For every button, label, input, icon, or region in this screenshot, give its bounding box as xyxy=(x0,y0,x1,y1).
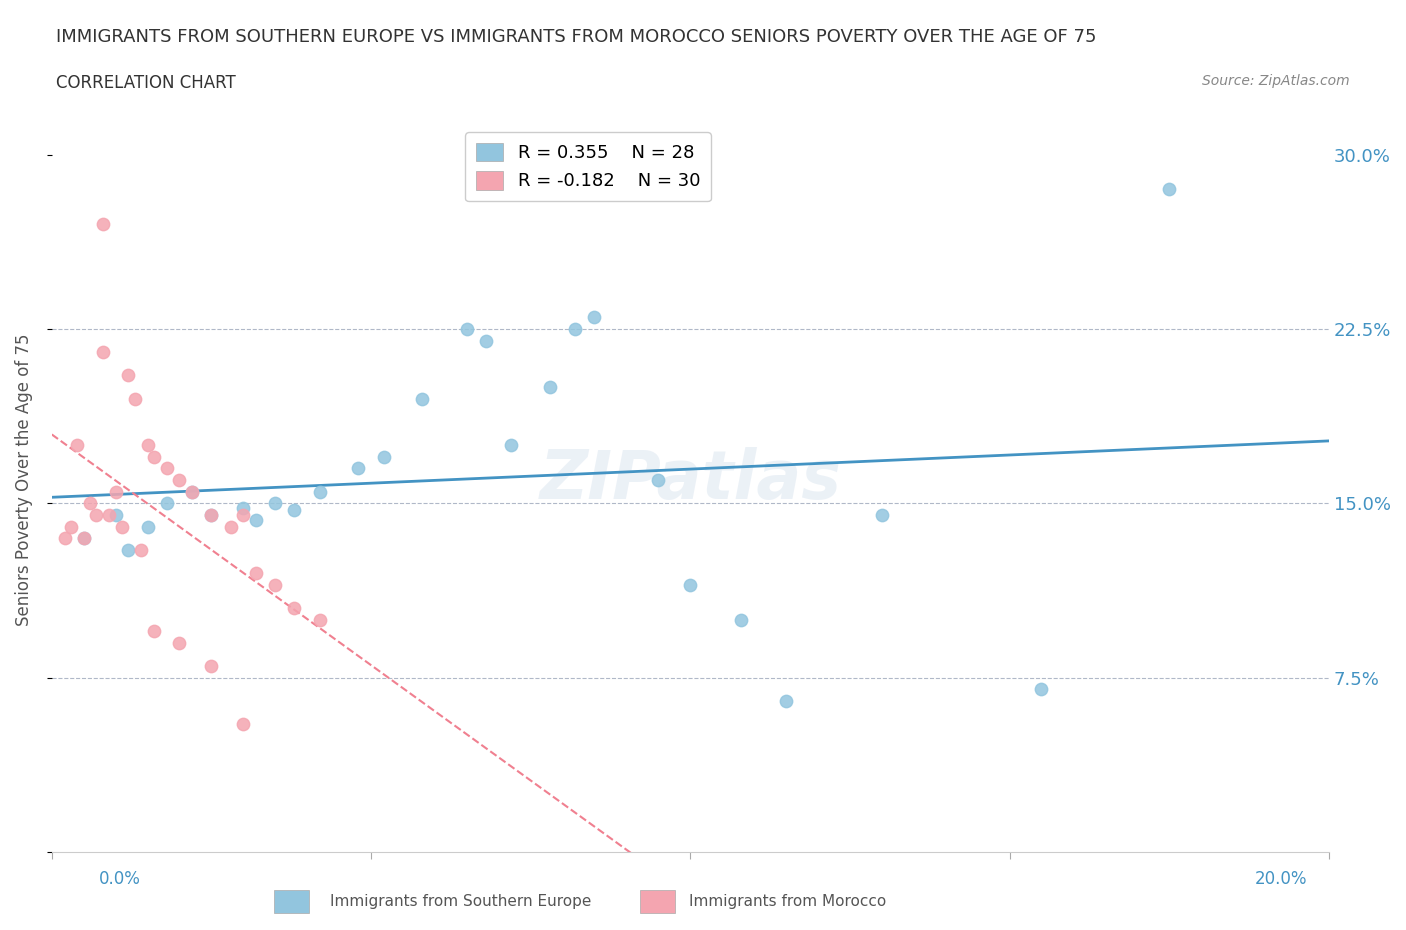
Point xyxy=(104,508,127,523)
Text: ZIPatlas: ZIPatlas xyxy=(540,447,841,513)
Text: 20.0%: 20.0% xyxy=(1256,870,1308,888)
Point xyxy=(98,508,121,523)
Text: IMMIGRANTS FROM SOUTHERN EUROPE VS IMMIGRANTS FROM MOROCCO SENIORS POVERTY OVER : IMMIGRANTS FROM SOUTHERN EUROPE VS IMMIG… xyxy=(56,28,1097,46)
Point xyxy=(730,612,752,627)
Point xyxy=(53,531,76,546)
Point xyxy=(1031,682,1053,697)
Point xyxy=(283,601,305,616)
Text: Immigrants from Morocco: Immigrants from Morocco xyxy=(689,894,886,909)
Point xyxy=(264,578,287,592)
Point xyxy=(59,519,82,534)
Legend: R = 0.355    N = 28, R = -0.182    N = 30: R = 0.355 N = 28, R = -0.182 N = 30 xyxy=(465,132,711,201)
Point xyxy=(245,512,267,527)
Point xyxy=(679,578,702,592)
Y-axis label: Seniors Poverty Over the Age of 75: Seniors Poverty Over the Age of 75 xyxy=(15,334,32,627)
Point xyxy=(232,508,254,523)
Point xyxy=(373,449,395,464)
Point xyxy=(564,322,586,337)
Point xyxy=(775,694,797,709)
Point xyxy=(538,379,561,394)
Point xyxy=(169,635,191,650)
Text: CORRELATION CHART: CORRELATION CHART xyxy=(56,74,236,92)
Point xyxy=(583,310,606,325)
Point xyxy=(870,508,893,523)
Point xyxy=(309,612,332,627)
Point xyxy=(647,472,669,487)
Text: 0.0%: 0.0% xyxy=(98,870,141,888)
Point xyxy=(169,472,191,487)
Point xyxy=(91,345,114,360)
Point xyxy=(501,438,523,453)
Point xyxy=(136,438,159,453)
Point xyxy=(66,438,89,453)
Point xyxy=(111,519,134,534)
Point xyxy=(142,449,165,464)
Point xyxy=(117,368,139,383)
Point xyxy=(181,485,204,499)
Text: Source: ZipAtlas.com: Source: ZipAtlas.com xyxy=(1202,74,1350,88)
Point xyxy=(411,392,433,406)
Point xyxy=(124,392,146,406)
Point xyxy=(347,461,370,476)
Point xyxy=(232,500,254,515)
Text: Immigrants from Southern Europe: Immigrants from Southern Europe xyxy=(330,894,592,909)
Point xyxy=(156,461,179,476)
Point xyxy=(232,717,254,732)
Point xyxy=(79,496,101,511)
Point xyxy=(200,658,222,673)
Point xyxy=(156,496,179,511)
Point xyxy=(475,333,498,348)
Point xyxy=(200,508,222,523)
Point xyxy=(1159,182,1181,197)
Point xyxy=(104,485,127,499)
Point xyxy=(73,531,96,546)
Point xyxy=(117,542,139,557)
Point xyxy=(91,217,114,232)
Point xyxy=(73,531,96,546)
Point xyxy=(181,485,204,499)
Point xyxy=(129,542,152,557)
Point xyxy=(245,565,267,580)
Point xyxy=(456,322,478,337)
Point xyxy=(264,496,287,511)
Point xyxy=(283,503,305,518)
Point xyxy=(86,508,108,523)
Point xyxy=(309,485,332,499)
Point xyxy=(200,508,222,523)
Point xyxy=(219,519,242,534)
Point xyxy=(136,519,159,534)
Point xyxy=(142,624,165,639)
